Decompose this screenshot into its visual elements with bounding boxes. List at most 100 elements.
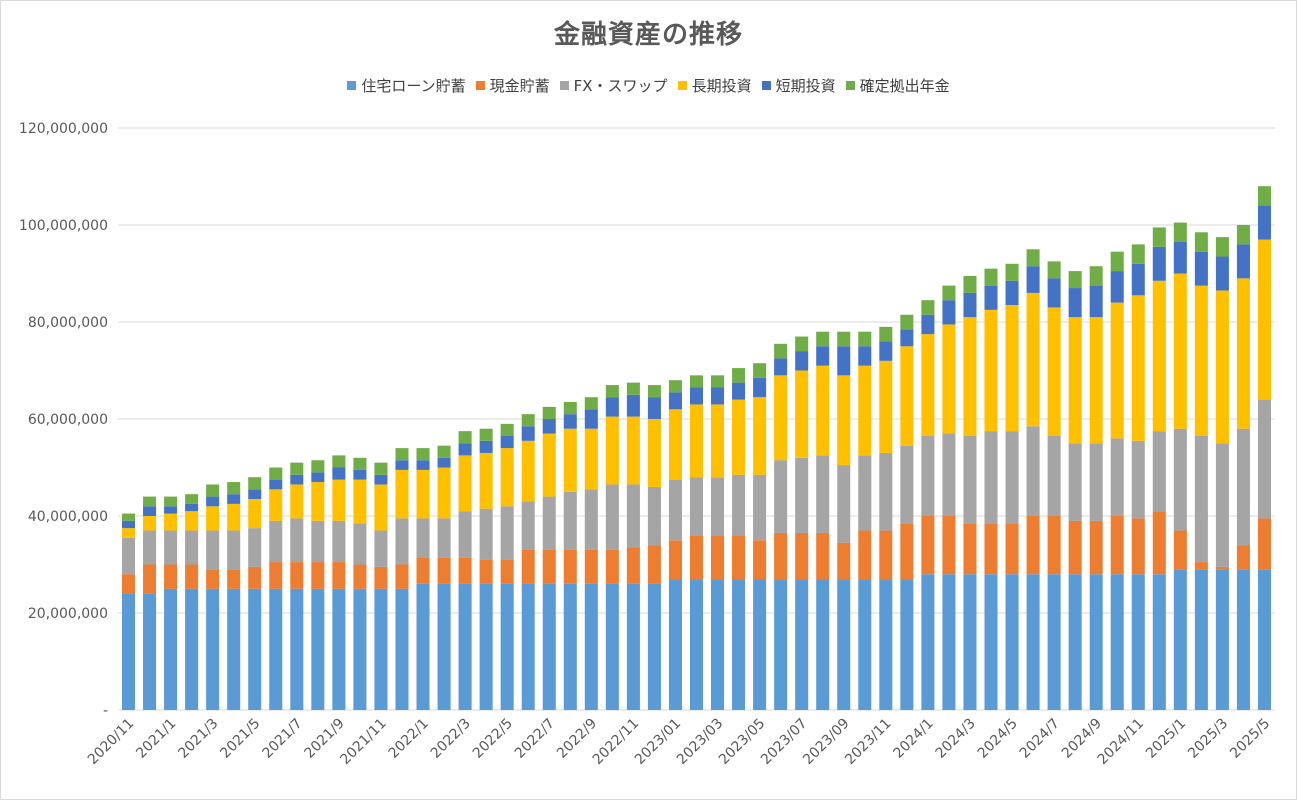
bar-segment bbox=[437, 467, 451, 519]
bar-segment bbox=[311, 562, 325, 589]
bar-segment bbox=[416, 557, 430, 584]
bar-segment bbox=[668, 392, 682, 410]
bar-segment bbox=[311, 460, 325, 473]
bar-segment bbox=[206, 569, 220, 589]
bar-segment bbox=[795, 532, 809, 580]
bar-segment bbox=[1005, 263, 1019, 281]
bar-segment bbox=[227, 482, 241, 495]
bar-segment bbox=[584, 409, 598, 429]
bar-segment bbox=[332, 562, 346, 589]
bar-segment bbox=[185, 494, 199, 504]
bar-segment bbox=[1194, 435, 1208, 563]
bar-segment bbox=[542, 433, 556, 497]
legend-item: FX・スワップ bbox=[559, 75, 668, 96]
bar-segment bbox=[732, 474, 746, 536]
bar-segment bbox=[921, 300, 935, 315]
bar-segment bbox=[1131, 574, 1145, 710]
bar-segment bbox=[143, 506, 157, 516]
bar-segment bbox=[1194, 285, 1208, 436]
bar-segment bbox=[206, 496, 220, 507]
bar-segment bbox=[837, 465, 851, 543]
bar-segment bbox=[774, 343, 788, 359]
bar-segment bbox=[563, 428, 577, 492]
bar-segment bbox=[311, 588, 325, 710]
bar-segment bbox=[711, 579, 725, 710]
bar-segment bbox=[121, 520, 136, 529]
bar-segment bbox=[858, 530, 872, 580]
bar-segment bbox=[984, 285, 998, 310]
bar-segment bbox=[858, 331, 872, 347]
bar-segment bbox=[963, 574, 977, 710]
x-tick-label: 2021/3 bbox=[175, 716, 221, 762]
bar-segment bbox=[353, 523, 367, 565]
bar-segment bbox=[563, 491, 577, 550]
bar-segment bbox=[374, 484, 388, 531]
bar-segment bbox=[143, 496, 157, 507]
bar-segment bbox=[816, 579, 830, 710]
bar-segment bbox=[879, 452, 893, 531]
x-tick-label: 2022/3 bbox=[428, 716, 474, 762]
bar-segment bbox=[795, 336, 809, 352]
bar-segment bbox=[1173, 222, 1187, 242]
bar-segment bbox=[395, 460, 409, 470]
bar-segment bbox=[732, 579, 746, 710]
bar-segment bbox=[1194, 562, 1208, 570]
bar-segment bbox=[984, 309, 998, 432]
bar-segment bbox=[605, 416, 619, 485]
bar-segment bbox=[626, 484, 640, 548]
bar-segment bbox=[1173, 530, 1187, 570]
bar-segment bbox=[753, 377, 767, 398]
bar-segment bbox=[437, 518, 451, 558]
bar-segment bbox=[1026, 266, 1040, 293]
bar-segment bbox=[311, 472, 325, 483]
bar-segment bbox=[332, 520, 346, 563]
legend-swatch bbox=[475, 81, 485, 90]
bar-segment bbox=[689, 375, 704, 388]
bar-segment bbox=[795, 370, 809, 458]
bar-segment bbox=[584, 583, 598, 710]
bar-segment bbox=[521, 501, 535, 550]
x-tick-label: 2022/7 bbox=[512, 716, 558, 762]
bar-segment bbox=[500, 448, 514, 507]
bar-segment bbox=[374, 474, 388, 485]
bar-segment bbox=[1068, 271, 1082, 289]
bar-segment bbox=[816, 532, 830, 580]
bar-segment bbox=[668, 409, 682, 480]
bar-segment bbox=[248, 489, 262, 500]
bar-segment bbox=[900, 314, 914, 330]
bar-segment bbox=[374, 530, 388, 567]
bar-segment bbox=[795, 457, 809, 533]
bar-segment bbox=[164, 588, 178, 710]
bar-segment bbox=[711, 535, 725, 580]
bar-segment bbox=[206, 530, 220, 570]
bar-segment bbox=[290, 562, 304, 589]
bar-segment bbox=[1194, 251, 1208, 286]
bar-segment bbox=[689, 404, 704, 478]
bar-segment bbox=[711, 387, 725, 405]
bar-segment bbox=[121, 574, 136, 594]
bar-segment bbox=[774, 460, 788, 533]
bar-segment bbox=[942, 324, 956, 434]
bar-segment bbox=[711, 477, 725, 536]
bar-segment bbox=[1257, 569, 1272, 710]
bar-segment bbox=[1110, 302, 1124, 439]
y-tick-label: 100,000,000 bbox=[19, 218, 108, 234]
bar-segment bbox=[605, 484, 619, 550]
bar-segment bbox=[774, 375, 788, 461]
bar-segment bbox=[605, 385, 619, 398]
bar-segment bbox=[269, 467, 283, 480]
legend-label: FX・スワップ bbox=[573, 77, 668, 95]
bar-segment bbox=[942, 433, 956, 516]
bar-segment bbox=[1110, 516, 1124, 575]
bar-segment bbox=[711, 404, 725, 478]
bar-segment bbox=[816, 346, 830, 366]
bar-segment bbox=[1131, 244, 1145, 264]
bar-segment bbox=[879, 579, 893, 710]
bar-segment bbox=[416, 518, 430, 558]
bar-segment bbox=[753, 397, 767, 475]
bar-segment bbox=[332, 479, 346, 521]
bar-segment bbox=[858, 365, 872, 456]
bar-segment bbox=[837, 331, 851, 347]
x-tick-label: 2024/1 bbox=[891, 716, 937, 762]
legend-item: 短期投資 bbox=[761, 75, 836, 96]
